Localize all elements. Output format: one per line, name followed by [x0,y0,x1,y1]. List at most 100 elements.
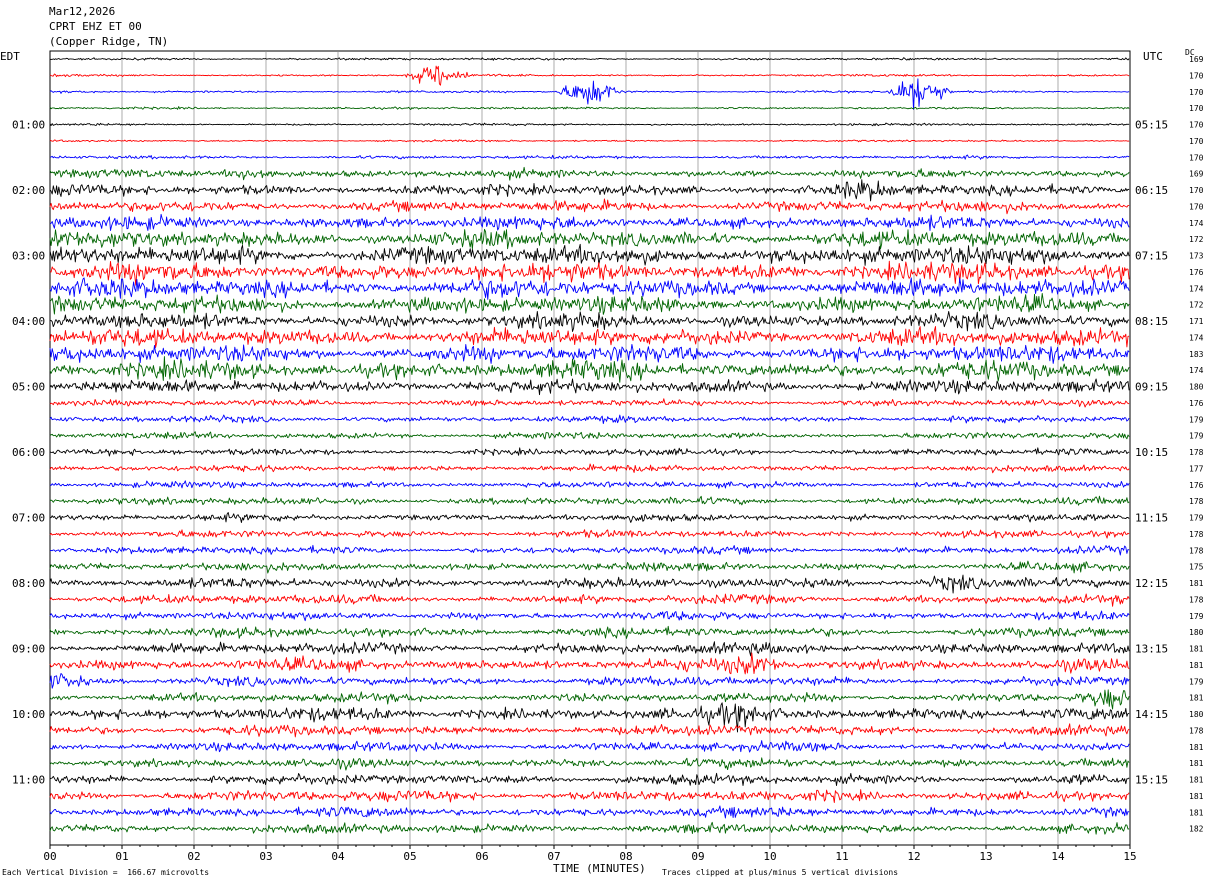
seismic-trace-row [49,821,1130,835]
x-tick-label: 13 [979,850,992,863]
x-tick-label: 15 [1123,850,1136,863]
seismic-trace-row [49,641,1130,657]
seismic-trace-row [49,356,1130,383]
dc-offset-label: 172 [1189,235,1204,244]
seismic-trace-row [49,447,1130,457]
seismic-trace-row [49,277,1130,300]
dc-offset-label: 178 [1189,448,1204,457]
right-hour-label: 05:15 [1135,119,1168,132]
right-hour-label: 08:15 [1135,315,1168,328]
dc-offset-label: 178 [1189,546,1204,555]
right-timezone-label: UTC [1143,50,1163,63]
seismic-trace-row [49,179,1130,202]
dc-offset-label: 174 [1189,333,1204,342]
seismic-trace-row [49,213,1130,231]
right-hour-label: 14:15 [1135,708,1168,721]
seismic-trace-row [49,78,1130,110]
x-tick-label: 14 [1051,850,1065,863]
seismic-trace-row [49,326,1130,348]
left-hour-label: 11:00 [12,774,45,787]
dc-header-label: DC [1185,48,1195,57]
right-hour-label: 07:15 [1135,250,1168,263]
seismic-trace-row [49,431,1130,440]
dc-offset-label: 170 [1189,202,1204,211]
seismic-trace-row [49,610,1130,622]
seismic-trace-row [49,398,1130,408]
left-hour-label: 07:00 [12,512,45,525]
seismic-trace-row [49,652,1130,675]
dc-offset-label: 181 [1189,579,1204,588]
right-hour-label: 13:15 [1135,643,1168,656]
right-hour-label: 06:15 [1135,184,1168,197]
station-label: CPRT EHZ ET 00 [49,20,142,33]
right-hour-label: 10:15 [1135,446,1168,459]
seismic-trace-row [49,414,1130,425]
x-axis-title: TIME (MINUTES) [553,862,646,875]
x-tick-label: 01 [115,850,128,863]
dc-offset-label: 171 [1189,317,1204,326]
x-tick-label: 10 [763,850,776,863]
dc-offset-label: 178 [1189,497,1204,506]
right-hour-label: 15:15 [1135,774,1168,787]
seismic-trace-row [49,228,1130,250]
x-tick-label: 00 [43,850,56,863]
seismic-trace-row [49,65,1130,86]
seismic-trace-row [49,593,1130,607]
dc-offset-label: 169 [1189,55,1204,64]
dc-offset-label: 181 [1189,759,1204,768]
left-hour-label: 03:00 [12,250,45,263]
dc-offset-label: 176 [1189,481,1204,490]
seismic-trace-row [49,689,1130,710]
left-hour-label: 09:00 [12,643,45,656]
dc-offset-label: 182 [1189,825,1204,834]
dc-offset-label: 180 [1189,383,1204,392]
dc-offset-label: 179 [1189,612,1204,621]
dc-offset-label: 183 [1189,350,1204,359]
dc-offset-label: 181 [1189,694,1204,703]
dc-offset-label: 170 [1189,153,1204,162]
seismic-trace-row [49,260,1130,286]
dc-offset-label: 170 [1189,88,1204,97]
dc-offset-label: 181 [1189,661,1204,670]
seismic-trace-row [49,122,1130,127]
left-hour-label: 04:00 [12,315,45,328]
seismic-trace-row [49,166,1130,181]
dc-offset-label: 170 [1189,71,1204,80]
seismic-trace-row [49,560,1130,574]
seismic-trace-row [49,625,1130,639]
dc-offset-label: 176 [1189,268,1204,277]
dc-offset-label: 174 [1189,284,1204,293]
seismic-trace-row [49,293,1130,315]
left-hour-label: 01:00 [12,119,45,132]
dc-offset-label: 170 [1189,137,1204,146]
dc-offset-label: 181 [1189,792,1204,801]
x-tick-label: 02 [187,850,200,863]
location-label: (Copper Ridge, TN) [49,35,169,48]
plot-frame [49,50,1131,846]
dc-offset-label: 174 [1189,219,1204,228]
x-tick-label: 07 [547,850,560,863]
seismic-trace-row [49,673,1130,689]
x-tick-label: 08 [619,850,632,863]
dc-offset-label: 172 [1189,301,1204,310]
seismic-trace-row [49,772,1130,787]
dc-offset-label: 170 [1189,121,1204,130]
x-tick-label: 12 [907,850,920,863]
seismic-trace-row [49,480,1130,489]
seismic-trace-row [49,512,1130,523]
seismic-trace-row [49,723,1130,738]
dc-offset-label: 181 [1189,743,1204,752]
seismic-trace-row [49,544,1130,556]
dc-offset-label: 179 [1189,415,1204,424]
x-tick-label: 05 [403,850,416,863]
left-hour-label: 08:00 [12,577,45,590]
dc-offset-label: 169 [1189,170,1204,179]
date-label: Mar12,2026 [49,5,116,18]
dc-offset-label: 179 [1189,432,1204,441]
dc-offset-label: 179 [1189,677,1204,686]
dc-offset-label: 170 [1189,186,1204,195]
x-tick-label: 11 [835,850,848,863]
left-timezone-label: EDT [0,50,20,63]
seismic-trace-row [49,378,1130,396]
dc-offset-label: 180 [1189,710,1204,719]
